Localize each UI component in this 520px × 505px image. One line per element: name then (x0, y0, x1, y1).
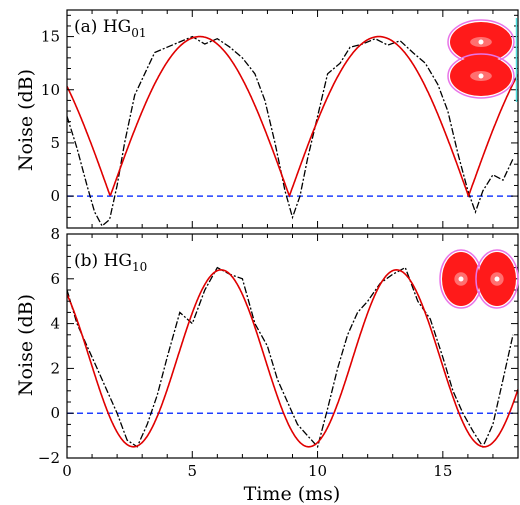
y-tick-label: 2 (50, 359, 60, 377)
hg10-mode-intensity-profile-icon (439, 249, 519, 309)
y-tick-label: 15 (41, 28, 60, 46)
measured-noise-line (67, 35, 514, 227)
y-tick-label: 0 (50, 187, 60, 205)
x-tick-label: 0 (62, 462, 72, 480)
y-tick-label: 5 (50, 134, 60, 152)
y-tick-label: 10 (41, 81, 60, 99)
measured-noise-line (67, 266, 514, 449)
y-axis-label-a: Noise (dB) (15, 69, 37, 171)
plot-area (67, 266, 518, 449)
x-tick-label: 5 (188, 462, 198, 480)
y-tick-label: −2 (38, 449, 60, 467)
hg01-mode-intensity-profile-icon (447, 18, 518, 102)
y-tick-label: 4 (50, 315, 60, 333)
panel-b-label: (b) HG10 (74, 251, 147, 274)
y-tick-label: 8 (50, 225, 60, 243)
panel-hg01: 0 5 10 15 (41, 9, 519, 229)
x-tick-label: 10 (308, 462, 327, 480)
panel-a-label: (a) HG01 (74, 17, 147, 40)
y-axis-label-b: Noise (dB) (15, 294, 37, 396)
y-tick-label: 6 (50, 270, 60, 288)
plot-area (67, 35, 518, 227)
y-tick-label: 0 (50, 404, 60, 422)
theory-line (67, 268, 518, 448)
x-axis-label: Time (ms) (244, 483, 341, 505)
x-tick-label: 15 (433, 462, 452, 480)
theory-line (67, 35, 518, 198)
